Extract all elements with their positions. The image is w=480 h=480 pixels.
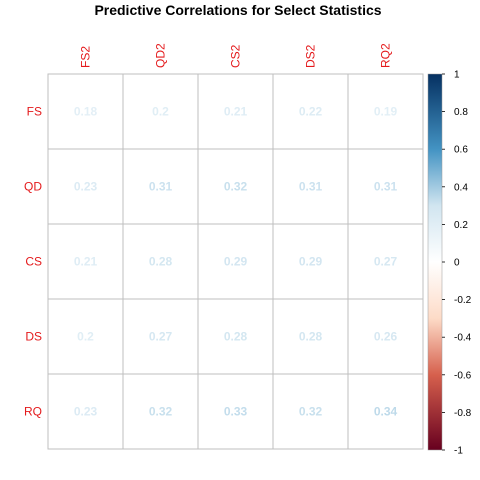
colorbar-tick-label: 0	[454, 258, 460, 269]
cell-value-RQ-CS2: 0.33	[224, 405, 248, 419]
cell-RQ-RQ2	[347, 373, 424, 450]
cell-CS-QD2	[122, 223, 199, 300]
cell-value-FS-QD2: 0.2	[152, 105, 169, 119]
cell-value-RQ-RQ2: 0.34	[374, 405, 398, 419]
cell-value-FS-FS2: 0.18	[74, 105, 98, 119]
cell-value-CS-RQ2: 0.27	[374, 255, 398, 269]
cell-RQ-CS2	[197, 373, 274, 450]
column-label-CS2: CS2	[229, 44, 243, 68]
cell-value-QD-QD2: 0.31	[149, 180, 173, 194]
row-label-FS: FS	[27, 105, 42, 119]
cell-FS-FS2	[47, 73, 124, 150]
cell-QD-CS2	[197, 148, 274, 225]
cell-RQ-QD2	[122, 373, 199, 450]
cell-FS-CS2	[197, 73, 274, 150]
colorbar	[427, 73, 443, 451]
cell-value-QD-CS2: 0.32	[224, 180, 248, 194]
cell-CS-CS2	[197, 223, 274, 300]
column-label-QD2: QD2	[154, 43, 168, 68]
cell-values: 0.18 0.2 0.21 0.22 0.19 0.23 0.31 0.32 0.31 0.31 0…	[74, 105, 398, 419]
cell-value-CS-FS2: 0.21	[74, 255, 98, 269]
cell-FS-RQ2	[347, 73, 424, 150]
colorbar-tick-label: 0.4	[454, 182, 468, 193]
cell-value-RQ-FS2: 0.23	[74, 405, 98, 419]
cell-value-QD-FS2: 0.23	[74, 180, 98, 194]
color-legend: 1 0.8 0.6 0.4 0.2 0 -0.2 -0.4 -0.6 -0.8 -1	[427, 70, 472, 457]
cell-value-FS-DS2: 0.22	[299, 105, 323, 119]
cell-value-CS-QD2: 0.28	[149, 255, 173, 269]
colorbar-tick-label: -0.6	[454, 370, 472, 381]
cell-value-CS-DS2: 0.29	[299, 255, 323, 269]
cell-value-QD-DS2: 0.31	[299, 180, 323, 194]
cell-value-DS-RQ2: 0.26	[374, 330, 398, 344]
colorbar-tick-label: -0.2	[454, 295, 472, 306]
column-label-DS2: DS2	[304, 44, 318, 68]
cell-FS-DS2	[272, 73, 349, 150]
cell-QD-RQ2	[347, 148, 424, 225]
colorbar-tick-label: 0.2	[454, 220, 468, 231]
colorbar-tick-label: 0.8	[454, 107, 468, 118]
colorbar-tick-label: -0.4	[454, 333, 472, 344]
row-label-DS: DS	[25, 330, 42, 344]
cell-value-RQ-QD2: 0.32	[149, 405, 173, 419]
cell-value-DS-FS2: 0.2	[77, 330, 94, 344]
cell-value-QD-RQ2: 0.31	[374, 180, 398, 194]
colorbar-tick-label: 1	[454, 70, 460, 81]
correlation-grid	[47, 73, 424, 450]
cell-CS-RQ2	[347, 223, 424, 300]
column-label-RQ2: RQ2	[379, 43, 393, 68]
cell-value-RQ-DS2: 0.32	[299, 405, 323, 419]
cell-value-CS-CS2: 0.29	[224, 255, 248, 269]
cell-DS-QD2	[122, 298, 199, 375]
cell-value-FS-CS2: 0.21	[224, 105, 248, 119]
cell-value-DS-DS2: 0.28	[299, 330, 323, 344]
row-label-CS: CS	[25, 255, 42, 269]
cell-FS-QD2	[122, 73, 199, 150]
cell-DS-FS2	[47, 298, 124, 375]
chart-title: Predictive Correlations for Select Stati…	[94, 2, 381, 18]
cell-RQ-FS2	[47, 373, 124, 450]
row-label-RQ: RQ	[24, 405, 42, 419]
cell-value-FS-RQ2: 0.19	[374, 105, 398, 119]
cell-DS-DS2	[272, 298, 349, 375]
row-label-QD: QD	[24, 180, 42, 194]
cell-value-DS-QD2: 0.27	[149, 330, 173, 344]
colorbar-tick-label: -0.8	[454, 408, 472, 419]
cell-CS-DS2	[272, 223, 349, 300]
colorbar-tick-label: 0.6	[454, 145, 468, 156]
colorbar-tick-label: -1	[454, 446, 463, 457]
cell-DS-RQ2	[347, 298, 424, 375]
axis-labels: FS QD CS DS RQ FS2 QD2 CS2 DS2 RQ2	[24, 43, 393, 419]
cell-QD-FS2	[47, 148, 124, 225]
cell-value-DS-CS2: 0.28	[224, 330, 248, 344]
column-label-FS2: FS2	[79, 46, 93, 68]
cell-DS-CS2	[197, 298, 274, 375]
